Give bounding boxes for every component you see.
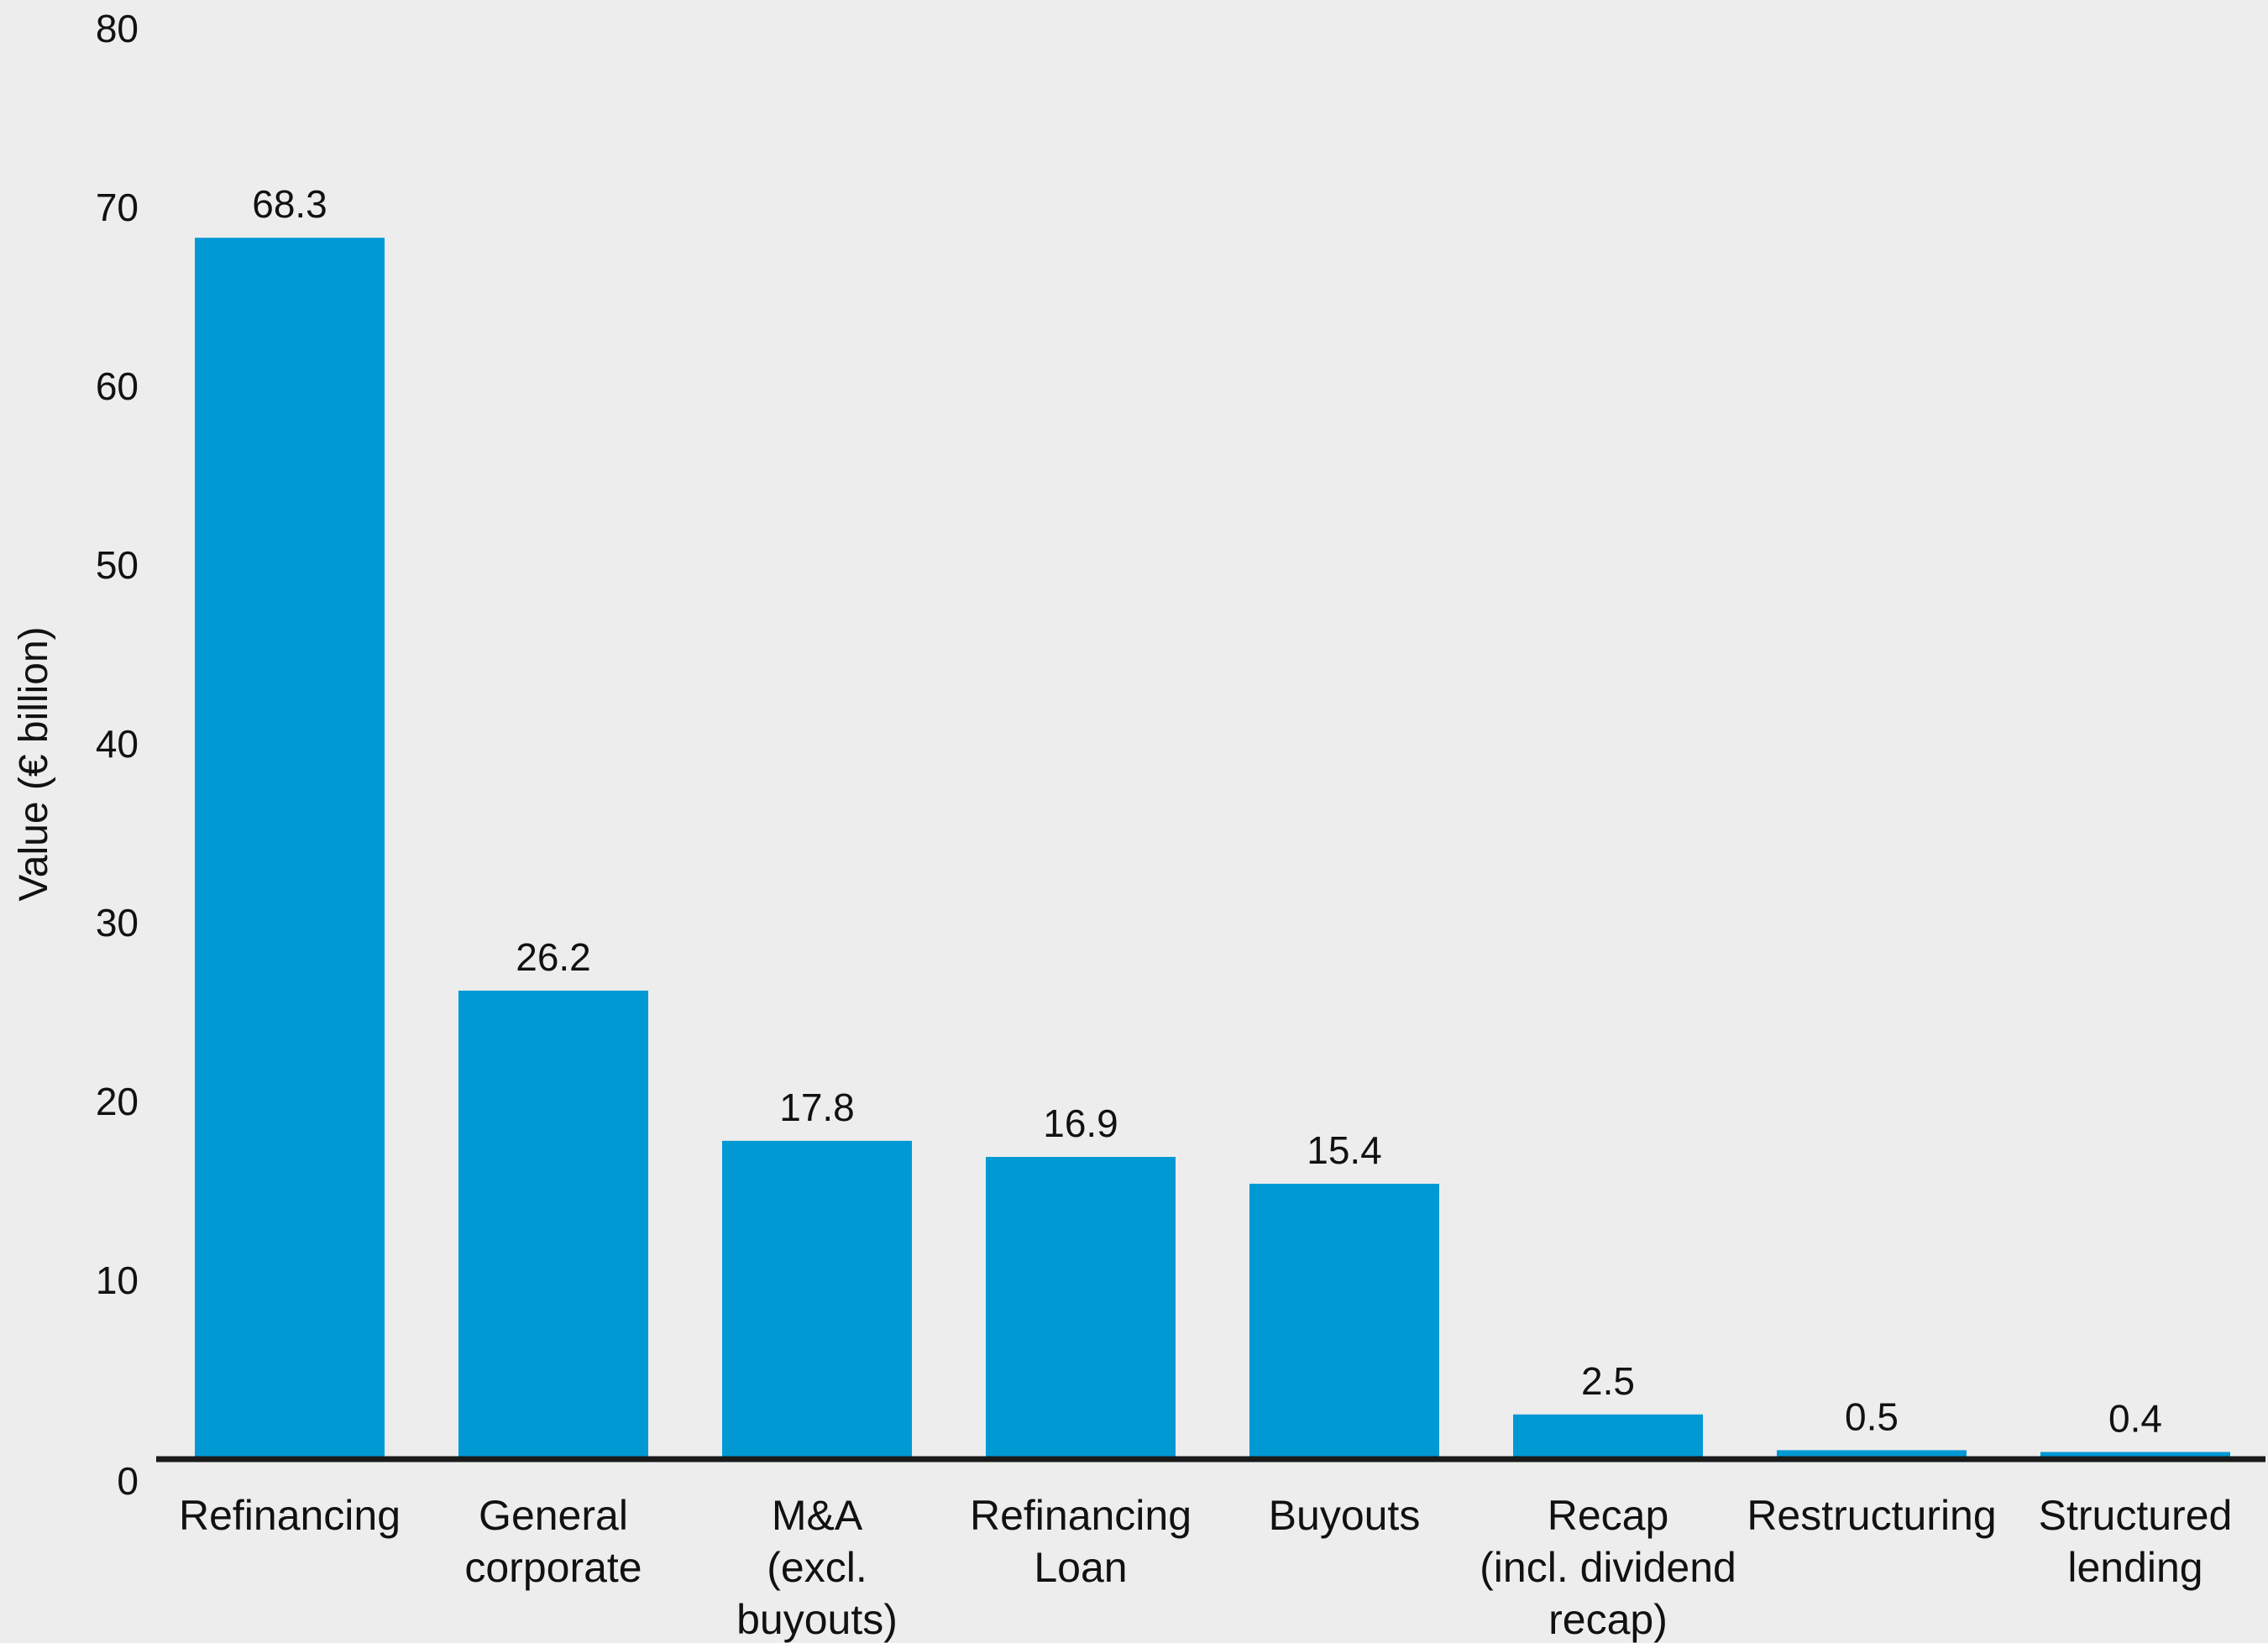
y-tick-label: 40	[96, 722, 139, 766]
category-label-line: Refinancing	[970, 1492, 1192, 1539]
category-label-line: Recap	[1548, 1492, 1669, 1539]
bar	[722, 1140, 912, 1459]
category-label-line: Restructuring	[1747, 1492, 1996, 1539]
y-tick-label: 70	[96, 186, 139, 229]
y-tick-label: 20	[96, 1080, 139, 1123]
category-label-line: (excl.	[767, 1544, 867, 1591]
category-label-line: buyouts)	[736, 1596, 898, 1643]
y-tick-label: 60	[96, 364, 139, 408]
y-tick-label: 0	[117, 1459, 139, 1503]
value-label: 68.3	[252, 182, 327, 226]
category-label-line: Buyouts	[1269, 1492, 1421, 1539]
category-label-line: (incl. dividend	[1480, 1544, 1736, 1591]
value-label: 16.9	[1043, 1101, 1118, 1145]
category-labels: Refinancing General corporate M&A (excl. buyo…	[179, 1492, 2232, 1643]
category-label: Restructuring	[1747, 1492, 1996, 1539]
y-tick-label: 80	[96, 7, 139, 50]
y-axis-title: Value (€ billion)	[12, 626, 56, 901]
category-label: Recap (incl. dividend recap)	[1480, 1492, 1736, 1643]
y-tick-label: 10	[96, 1258, 139, 1302]
bar	[1513, 1414, 1703, 1459]
category-label: Buyouts	[1269, 1492, 1421, 1539]
category-label-line: lending	[2067, 1544, 2203, 1591]
category-label: Refinancing Loan	[970, 1492, 1192, 1591]
value-labels: 68.3 26.2 17.8 16.9 15.4 2.5 0.5 0.4	[252, 182, 2162, 1440]
category-label-line: Loan	[1034, 1544, 1127, 1591]
value-label: 0.5	[1845, 1394, 1899, 1438]
y-axis-ticks: 0 10 20 30 40 50 60 70 80	[96, 7, 139, 1503]
category-label-line: Refinancing	[179, 1492, 401, 1539]
y-tick-label: 30	[96, 901, 139, 944]
value-label: 15.4	[1307, 1128, 1382, 1172]
bar	[2040, 1452, 2230, 1459]
category-label: General corporate	[464, 1492, 642, 1591]
category-label: Refinancing	[179, 1492, 401, 1539]
y-tick-label: 50	[96, 543, 139, 587]
category-label-line: corporate	[464, 1544, 642, 1591]
bar	[1777, 1450, 1967, 1459]
bar	[986, 1157, 1176, 1459]
bars	[195, 238, 2230, 1460]
bar	[1249, 1183, 1439, 1459]
value-label: 0.4	[2108, 1396, 2162, 1440]
value-label: 17.8	[779, 1086, 855, 1129]
value-label: 2.5	[1581, 1359, 1635, 1403]
category-label-line: General	[479, 1492, 628, 1539]
bar	[458, 990, 648, 1459]
category-label: Structured lending	[2039, 1492, 2233, 1591]
category-label-line: M&A	[772, 1492, 863, 1539]
value-label: 26.2	[516, 935, 591, 979]
category-label-line: Structured	[2039, 1492, 2233, 1539]
category-label: M&A (excl. buyouts)	[736, 1492, 898, 1643]
category-label-line: recap)	[1548, 1596, 1668, 1643]
bar	[195, 238, 385, 1460]
